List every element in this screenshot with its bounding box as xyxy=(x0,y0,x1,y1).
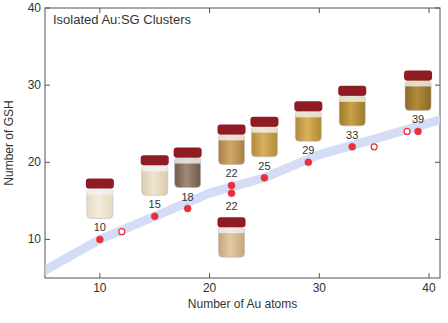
y-tick xyxy=(435,8,440,9)
point xyxy=(151,213,158,220)
vial-body xyxy=(87,187,113,218)
x-tick-label: 10 xyxy=(93,281,107,295)
vial-cap xyxy=(250,117,278,127)
vial xyxy=(141,155,169,195)
point-label: 15 xyxy=(149,198,161,210)
vial xyxy=(338,86,366,126)
x-tick xyxy=(209,273,210,278)
point-label: 10 xyxy=(94,221,106,233)
x-tick-label: 20 xyxy=(203,281,217,295)
vial-neck xyxy=(219,134,245,140)
plot-area xyxy=(45,120,440,270)
point-label: 29 xyxy=(302,144,314,156)
vial-body xyxy=(251,126,277,157)
x-tick xyxy=(319,273,320,278)
point xyxy=(96,236,103,243)
x-tick xyxy=(99,273,100,278)
y-tick-label: 30 xyxy=(28,78,42,92)
point xyxy=(119,229,125,235)
vial xyxy=(174,148,202,188)
point xyxy=(228,182,235,189)
point xyxy=(228,190,235,197)
trend-band xyxy=(45,120,440,270)
vial xyxy=(250,117,278,157)
point-label: 22 xyxy=(225,167,237,179)
point xyxy=(305,159,312,166)
vial-body xyxy=(175,157,201,188)
chart-title: Isolated Au:SG Clusters xyxy=(53,12,192,27)
point-label: 22 xyxy=(225,200,237,212)
vial-neck xyxy=(142,165,168,171)
point xyxy=(349,143,356,150)
y-tick xyxy=(435,162,440,163)
point-label: 39 xyxy=(412,113,424,125)
vial xyxy=(86,178,114,218)
y-tick xyxy=(435,85,440,86)
vial-body xyxy=(219,226,245,257)
point xyxy=(261,174,268,181)
x-tick-label: 30 xyxy=(313,281,327,295)
point-label: 25 xyxy=(258,160,270,172)
vial-body xyxy=(295,110,321,141)
vial-neck xyxy=(219,227,245,233)
vial-body xyxy=(339,95,365,126)
vial-neck xyxy=(295,111,321,117)
point-label: 33 xyxy=(346,129,358,141)
y-tick xyxy=(45,8,50,9)
vial xyxy=(404,70,432,110)
vial xyxy=(218,124,246,164)
vial-body xyxy=(219,133,245,164)
vial-body xyxy=(405,79,431,110)
vial-cap xyxy=(294,101,322,111)
vial-neck xyxy=(339,96,365,102)
y-tick xyxy=(45,85,50,86)
vial-cap xyxy=(174,148,202,158)
y-axis-title: Number of GSH xyxy=(2,100,16,185)
x-tick-label: 40 xyxy=(422,281,436,295)
vial xyxy=(218,217,246,257)
y-tick xyxy=(45,239,50,240)
vials xyxy=(86,70,432,257)
x-tick xyxy=(429,273,430,278)
x-tick xyxy=(209,8,210,13)
y-tick-label: 40 xyxy=(28,1,42,15)
vial-neck xyxy=(405,80,431,86)
vial-neck xyxy=(87,188,113,194)
vial-neck xyxy=(175,158,201,164)
vial xyxy=(294,101,322,141)
point xyxy=(404,128,410,134)
point-label: 18 xyxy=(182,191,194,203)
labels: 10 15 18 22 22 25 29 33 39 xyxy=(94,113,424,233)
vial-cap xyxy=(86,178,114,188)
point xyxy=(415,128,422,135)
vial-body xyxy=(142,164,168,195)
y-tick-label: 20 xyxy=(28,155,42,169)
plot-frame xyxy=(45,8,440,278)
point xyxy=(371,144,377,150)
x-tick xyxy=(429,8,430,13)
point xyxy=(184,205,191,212)
x-tick xyxy=(319,8,320,13)
vial-cap xyxy=(338,86,366,96)
vial-cap xyxy=(141,155,169,165)
x-axis-title: Number of Au atoms xyxy=(188,297,297,311)
vial-cap xyxy=(218,124,246,134)
vial-neck xyxy=(251,127,277,133)
y-tick xyxy=(435,239,440,240)
vial-cap xyxy=(404,70,432,80)
y-tick-label: 10 xyxy=(28,232,42,246)
vial-cap xyxy=(218,217,246,227)
chart: 10 20 30 40 10 20 30 40 Number of Au atoms Number… xyxy=(0,0,448,323)
y-tick xyxy=(45,162,50,163)
